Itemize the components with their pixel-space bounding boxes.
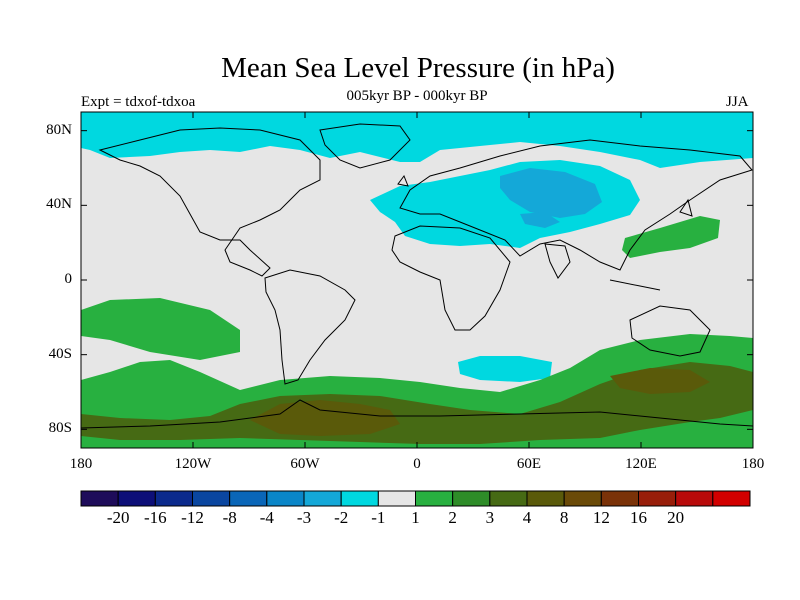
colorbar-label: -12 xyxy=(181,508,204,527)
eurasia-strong-negative-patch xyxy=(520,212,560,228)
lat-tick-label: 40N xyxy=(46,196,72,213)
eurasia-strong-negative-region xyxy=(500,168,602,218)
experiment-label: Expt = tdxof-tdxoa xyxy=(81,94,196,110)
colorbar-label: -8 xyxy=(222,508,237,527)
colorbar-box xyxy=(600,490,639,507)
colorbar-box xyxy=(489,490,528,507)
colorbar-label: -4 xyxy=(259,508,274,527)
lon-tick-label: 120E xyxy=(625,456,657,472)
south-ocean-negative-region xyxy=(458,356,552,382)
colorbar-box xyxy=(377,490,417,507)
southern-band-stronger-region xyxy=(81,362,753,444)
map-subtitle: 005kyr BP - 000kyr BP xyxy=(346,88,488,104)
colorbar-label: -3 xyxy=(296,508,312,527)
lat-tick-label: 80S xyxy=(48,420,72,437)
colorbar-box xyxy=(675,490,714,507)
colorbar-box xyxy=(340,490,379,507)
east-asia-positive-region xyxy=(622,216,720,258)
colorbar-label: 16 xyxy=(630,508,647,527)
southern-band-strongest-east xyxy=(610,368,710,394)
lon-tick-label: 0 xyxy=(413,456,421,472)
map-title: Mean Sea Level Pressure (in hPa) xyxy=(221,52,615,84)
colorbar-box xyxy=(415,490,454,507)
lon-tick-label: 60E xyxy=(516,456,542,472)
lat-tick-label: 80N xyxy=(46,121,72,138)
colorbar-label: -20 xyxy=(106,508,130,527)
lon-tick-label: 120W xyxy=(174,456,212,472)
colorbar-box xyxy=(563,490,602,507)
map-field xyxy=(81,112,753,448)
colorbar-box xyxy=(452,490,491,507)
colorbar-box xyxy=(638,490,677,507)
axis-ticks xyxy=(80,112,754,448)
colorbar-label: -1 xyxy=(371,508,386,527)
lon-tick-label: 60W xyxy=(290,456,320,472)
colorbar-label: 4 xyxy=(522,508,532,527)
colorbar-box xyxy=(303,490,342,507)
colorbar-box xyxy=(526,490,565,507)
colorbar-box xyxy=(80,490,119,507)
colorbar-label: 12 xyxy=(592,508,610,527)
south-pacific-positive-region xyxy=(81,298,240,360)
lon-tick-label: 180 xyxy=(69,456,93,472)
lat-tick-label: 40S xyxy=(48,345,72,362)
coastlines xyxy=(81,123,753,429)
colorbar-label: -2 xyxy=(334,508,349,527)
colorbar-label: 2 xyxy=(448,508,457,527)
colorbar-box xyxy=(117,490,156,507)
lat-tick-label: 0 xyxy=(64,271,73,287)
colorbar-label: 1 xyxy=(411,508,420,527)
colorbar-box xyxy=(192,490,231,507)
colorbar-boxes xyxy=(80,490,751,507)
colorbar-label: 8 xyxy=(559,508,569,527)
colorbar-box xyxy=(266,490,305,507)
season-label: JJA xyxy=(726,94,749,110)
lon-tick-label: 180 xyxy=(741,456,765,472)
arctic-negative-region xyxy=(81,112,753,168)
colorbar-box xyxy=(712,490,751,507)
colorbar-label: -16 xyxy=(143,508,167,527)
colorbar-label: 20 xyxy=(667,508,685,527)
colorbar-box xyxy=(154,490,193,507)
colorbar-box xyxy=(229,490,268,507)
colorbar-label: 3 xyxy=(485,508,495,527)
